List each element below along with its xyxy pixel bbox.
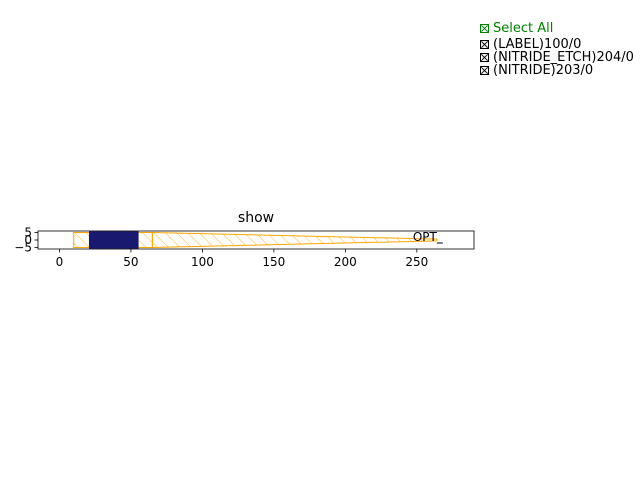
x-tick-label: 50 <box>123 255 138 269</box>
layer-label: (LABEL)100/0 <box>493 37 582 52</box>
layer-panel: Select All (LABEL)100/0 (NITRIDE_ETCH)20… <box>480 22 634 77</box>
y-tick-label: 0 <box>24 233 32 247</box>
x-tick-label: 150 <box>262 255 285 269</box>
select-all-label: Select All <box>493 21 554 36</box>
nitride-block <box>88 231 139 249</box>
select-all-toggle[interactable]: Select All <box>480 22 634 35</box>
layer-toggle-nitride-etch[interactable]: (NITRIDE_ETCH)204/0 <box>480 51 634 64</box>
layer-label: (NITRIDE_ETCH)204/0 <box>493 50 634 65</box>
checkbox-icon[interactable] <box>480 40 489 49</box>
x-tick-label: 0 <box>56 255 64 269</box>
port-label: OPT <box>413 230 438 244</box>
layer-toggle-label[interactable]: (LABEL)100/0 <box>480 38 634 51</box>
checkbox-icon[interactable] <box>480 53 489 62</box>
checkbox-icon[interactable] <box>480 66 489 75</box>
taper <box>151 231 438 249</box>
layer-label: (NITRIDE)203/0 <box>493 63 594 78</box>
x-tick-label: 100 <box>191 255 214 269</box>
chart-title: show <box>238 210 274 226</box>
y-tick-label: −5 <box>14 241 32 255</box>
x-tick-label: 250 <box>405 255 428 269</box>
checkbox-icon[interactable] <box>480 24 489 33</box>
x-tick-label: 200 <box>334 255 357 269</box>
y-tick-label: 5 <box>24 226 32 240</box>
layer-toggle-nitride[interactable]: (NITRIDE)203/0 <box>480 64 634 77</box>
